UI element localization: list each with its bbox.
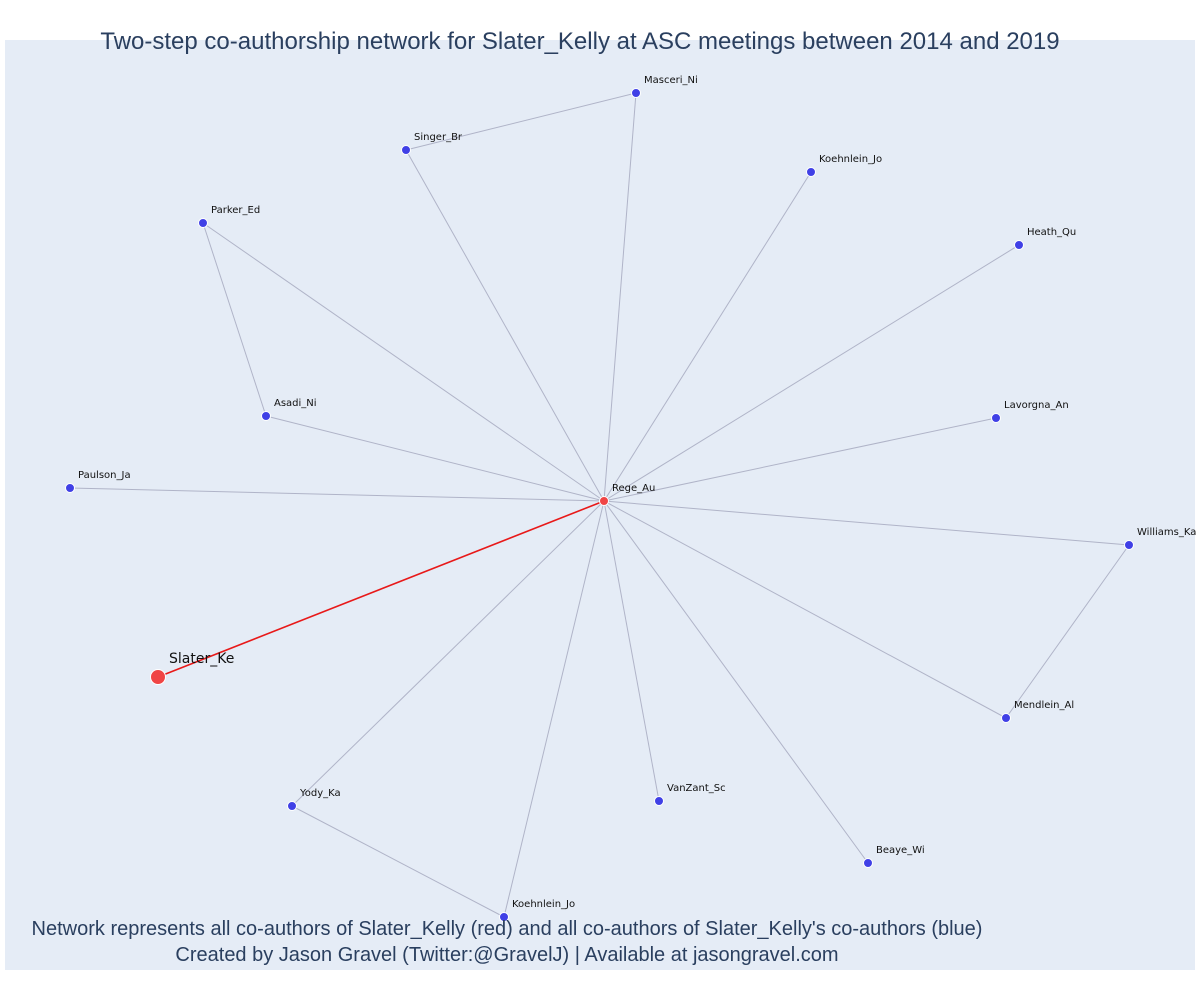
node-label-masceri: Masceri_Ni [644,75,698,86]
chart-title: Two-step co-authorship network for Slate… [100,28,1060,55]
node-rege[interactable] [599,496,609,506]
node-label-mendlein: Mendlein_Al [1014,700,1074,711]
node-label-williams: Williams_Ka [1137,527,1196,538]
edge-rege-masceri [603,92,637,502]
node-label-yody: Yody_Ka [299,788,341,799]
node-yody[interactable] [287,801,297,811]
node-label-koehnlein1: Koehnlein_Jo [819,154,882,165]
labels-layer: Masceri_Ni Singer_Br Koehnlein_Jo Parker_Ed… [78,75,1196,910]
edge-rege-singer [405,149,605,502]
edge-williams-mendlein [1005,544,1130,719]
node-label-heath: Heath_Qu [1027,227,1076,238]
edge-rege-beaye [603,500,869,864]
node-parker[interactable] [198,218,208,228]
edge-parker-asadi [202,222,267,417]
edge-rege-parker [202,222,605,502]
node-label-asadi: Asadi_Ni [274,398,317,409]
node-beaye[interactable] [863,858,873,868]
node-vanzant[interactable] [654,796,664,806]
node-asadi[interactable] [261,411,271,421]
node-singer[interactable] [401,145,411,155]
caption-line-1: Network represents all co-authors of Sla… [31,918,983,940]
edge-rege-vanzant [603,500,660,802]
node-label-slater: Slater_Ke [169,651,234,667]
edge-masceri-singer [405,92,637,151]
node-label-parker: Parker_Ed [211,205,260,216]
node-paulson[interactable] [65,483,75,493]
edge-rege-lavorgna [603,417,997,502]
edge-rege-koehnlein1 [603,171,812,502]
edge-rege-heath [603,244,1020,502]
node-slater[interactable] [150,669,166,685]
node-koehnlein2[interactable] [499,912,509,922]
edge-slater-rege [157,500,605,678]
node-koehnlein1[interactable] [806,167,816,177]
node-label-vanzant: VanZant_Sc [667,783,726,794]
node-masceri[interactable] [631,88,641,98]
edge-yody-koehnlein2 [291,805,505,918]
node-label-singer: Singer_Br [414,132,463,143]
edge-rege-paulson [69,487,605,502]
edge-rege-koehnlein2 [503,500,605,918]
node-label-beaye: Beaye_Wi [876,845,925,856]
edge-rege-yody [291,500,605,807]
edges-layer [69,92,1130,918]
node-mendlein[interactable] [1001,713,1011,723]
node-label-paulson: Paulson_Ja [78,470,131,481]
edge-rege-mendlein [603,500,1007,719]
node-label-koehnlein2: Koehnlein_Jo [512,899,575,910]
nodes-layer [65,88,1134,922]
edge-rege-williams [603,500,1130,546]
node-label-rege: Rege_Au [612,483,655,494]
node-heath[interactable] [1014,240,1024,250]
node-williams[interactable] [1124,540,1134,550]
caption-line-2: Created by Jason Gravel (Twitter:@Gravel… [175,944,839,966]
edge-rege-asadi [265,415,605,502]
node-label-lavorgna: Lavorgna_An [1004,400,1069,411]
node-lavorgna[interactable] [991,413,1001,423]
